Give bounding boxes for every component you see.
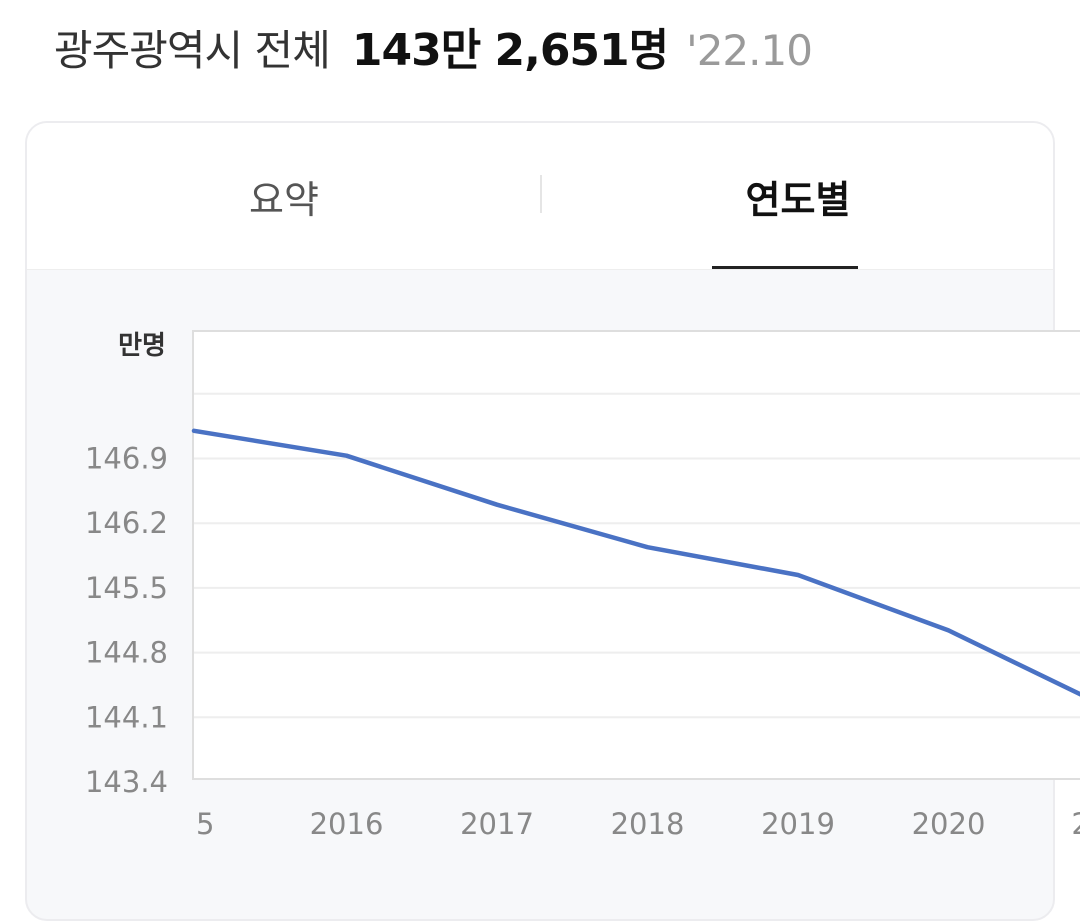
y-tick-label: 145.5 <box>85 571 168 605</box>
y-tick-label: 144.8 <box>85 636 168 670</box>
population-line-chart: 143.4 144.1 144.8 145.5 146.2 146.9 5 2016 2017… <box>85 330 1080 841</box>
x-tick-label: 2018 <box>611 807 685 841</box>
x-tick-label: 2019 <box>761 807 835 841</box>
plot-area <box>192 330 1080 780</box>
x-tick-label: 202 <box>1071 807 1080 841</box>
tab-summary[interactable]: 요약 <box>249 177 319 222</box>
x-tick-label: 2017 <box>460 807 534 841</box>
tab-divider <box>540 175 542 213</box>
region-name: 광주광역시 전체 <box>54 26 331 75</box>
grid-lines <box>194 392 1080 719</box>
tab-yearly[interactable]: 연도별 <box>745 177 851 222</box>
y-unit-label: 만명 <box>118 331 166 361</box>
population-total: 143만 2,651명 <box>351 25 669 76</box>
tab-bar: 요약 연도별 <box>27 123 1053 270</box>
page-header: 광주광역시 전체 143만 2,651명 '22.10 <box>54 14 813 84</box>
x-tick-label: 2020 <box>912 807 986 841</box>
x-tick-label: 2016 <box>310 807 384 841</box>
active-tab-underline <box>712 266 858 269</box>
y-tick-label: 143.4 <box>85 765 168 799</box>
x-tick-label: 5 <box>196 807 214 841</box>
y-tick-label: 146.9 <box>85 442 168 476</box>
y-tick-label: 144.1 <box>85 700 168 734</box>
y-tick-label: 146.2 <box>85 506 168 540</box>
reference-date: '22.10 <box>686 26 813 75</box>
series-line <box>191 428 1080 697</box>
y-axis: 143.4 144.1 144.8 145.5 146.2 146.9 <box>85 442 168 800</box>
x-axis: 5 2016 2017 2018 2019 2020 202 <box>196 807 1080 841</box>
